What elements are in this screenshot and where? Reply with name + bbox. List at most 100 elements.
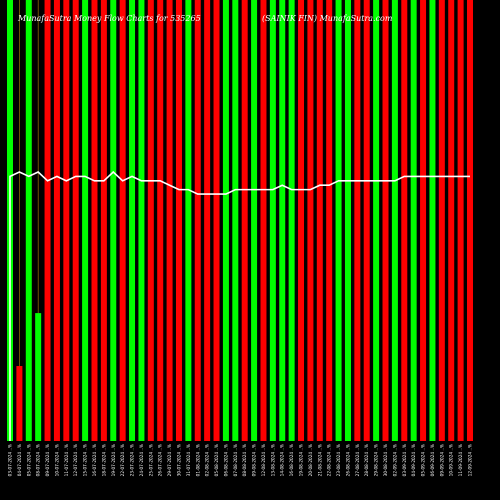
bar-11 bbox=[100, 0, 107, 441]
x-tick-label: 02-08-2024 ..% bbox=[205, 444, 210, 476]
price-line bbox=[9, 170, 470, 441]
x-tick-labels: 03-07-2024 ..% 04-07-2024 ..% 05-07-2024 .… bbox=[8, 444, 473, 476]
x-tick-label: 04-09-2024 ..% bbox=[411, 444, 416, 476]
bar-25 bbox=[232, 0, 239, 441]
x-tick-label: 01-08-2024 ..% bbox=[195, 444, 200, 476]
x-tick-label: 09-07-2024 ..% bbox=[45, 444, 50, 476]
x-tick-label: 10-07-2024 ..% bbox=[54, 444, 59, 476]
bar-36 bbox=[335, 0, 342, 441]
x-tick-label: 30-08-2024 ..% bbox=[383, 444, 388, 476]
x-tick-label: 08-08-2024 ..% bbox=[242, 444, 247, 476]
x-tick-label: 02-09-2024 ..% bbox=[392, 444, 397, 476]
x-tick-label: 11-07-2024 ..% bbox=[64, 444, 69, 476]
x-tick-label: 21-08-2024 ..% bbox=[317, 444, 322, 476]
x-tick-label: 28-08-2024 ..% bbox=[364, 444, 369, 476]
x-tick-label: 27-08-2024 ..% bbox=[355, 444, 360, 476]
x-tick-label: 26-08-2024 ..% bbox=[345, 444, 350, 476]
bar-20 bbox=[185, 0, 192, 441]
bar-34 bbox=[316, 0, 323, 441]
bar-16 bbox=[147, 0, 154, 441]
x-tick-label: 26-07-2024 ..% bbox=[158, 444, 163, 476]
bar-18 bbox=[166, 0, 173, 441]
x-tick-label: 12-07-2024 ..% bbox=[73, 444, 78, 476]
bar-45 bbox=[420, 0, 427, 441]
x-tick-label: 09-09-2024 ..% bbox=[439, 444, 444, 476]
x-tick-label: 16-07-2024 ..% bbox=[92, 444, 97, 476]
bar-31 bbox=[288, 0, 295, 441]
bar-13 bbox=[119, 0, 126, 441]
bar-26 bbox=[241, 0, 248, 441]
x-tick-label: 03-09-2024 ..% bbox=[402, 444, 407, 476]
bar-3 bbox=[25, 0, 32, 441]
bar-43 bbox=[401, 0, 408, 441]
bar-27 bbox=[251, 0, 258, 441]
bar-33 bbox=[307, 0, 314, 441]
x-tick-label: 09-08-2024 ..% bbox=[252, 444, 257, 476]
x-tick-label: 31-07-2024 ..% bbox=[186, 444, 191, 476]
bar-29 bbox=[269, 0, 276, 441]
bar-23 bbox=[213, 0, 220, 441]
x-tick-label: 19-08-2024 ..% bbox=[299, 444, 304, 476]
bar-40 bbox=[373, 0, 380, 441]
chart-title-right: (SAINIK FIN) MunafaSutra.com bbox=[262, 14, 393, 23]
bar-35 bbox=[326, 0, 333, 441]
x-tick-label: 10-09-2024 ..% bbox=[449, 444, 454, 476]
bar-15 bbox=[138, 0, 145, 441]
x-tick-label: 12-08-2024 ..% bbox=[261, 444, 266, 476]
bar-19 bbox=[175, 0, 182, 441]
x-tick-label: 05-07-2024 ..% bbox=[26, 444, 31, 476]
bar-47 bbox=[438, 0, 445, 441]
bar-10 bbox=[91, 0, 98, 441]
bar-7 bbox=[63, 0, 70, 441]
x-tick-label: 25-07-2024 ..% bbox=[148, 444, 153, 476]
x-tick-label: 22-08-2024 ..% bbox=[327, 444, 332, 476]
bar-32 bbox=[298, 0, 305, 441]
bars bbox=[7, 0, 473, 441]
bar-4 bbox=[35, 313, 42, 441]
x-tick-label: 05-09-2024 ..% bbox=[421, 444, 426, 476]
x-tick-label: 20-08-2024 ..% bbox=[308, 444, 313, 476]
bar-37 bbox=[344, 0, 351, 441]
x-tick-label: 30-07-2024 ..% bbox=[176, 444, 181, 476]
x-tick-label: 07-08-2024 ..% bbox=[233, 444, 238, 476]
x-tick-label: 08-07-2024 ..% bbox=[36, 444, 41, 476]
x-tick-label: 11-09-2024 ..% bbox=[458, 444, 463, 476]
bar-30 bbox=[279, 0, 286, 441]
x-tick-label: 06-09-2024 ..% bbox=[430, 444, 435, 476]
bar-24 bbox=[222, 0, 229, 441]
bar-8 bbox=[72, 0, 79, 441]
bar-38 bbox=[354, 0, 361, 441]
bar-42 bbox=[391, 0, 398, 441]
bar-17 bbox=[157, 0, 164, 441]
x-tick-label: 13-08-2024 ..% bbox=[270, 444, 275, 476]
x-tick-label: 06-08-2024 ..% bbox=[223, 444, 228, 476]
x-tick-label: 22-07-2024 ..% bbox=[120, 444, 125, 476]
close-line-path bbox=[9, 170, 470, 441]
bar-5 bbox=[44, 0, 51, 441]
x-tick-label: 23-08-2024 ..% bbox=[336, 444, 341, 476]
bar-46 bbox=[429, 0, 436, 441]
bar-48 bbox=[448, 0, 455, 441]
x-tick-label: 19-07-2024 ..% bbox=[111, 444, 116, 476]
bar-49 bbox=[457, 0, 464, 441]
bar-28 bbox=[260, 0, 267, 441]
bar-6 bbox=[53, 0, 60, 441]
bar-9 bbox=[82, 0, 89, 441]
x-tick-label: 18-07-2024 ..% bbox=[101, 444, 106, 476]
bar-50 bbox=[467, 0, 473, 441]
x-tick-label: 29-08-2024 ..% bbox=[374, 444, 379, 476]
bar-2 bbox=[16, 366, 23, 441]
x-tick-label: 14-08-2024 ..% bbox=[280, 444, 285, 476]
bar-21 bbox=[194, 0, 201, 441]
chart-title-left: MunafaSutra Money Flow Charts for 535265 bbox=[17, 14, 201, 23]
x-tick-label: 29-07-2024 ..% bbox=[167, 444, 172, 476]
bar-41 bbox=[382, 0, 389, 441]
x-tick-label: 12-09-2024 ..% bbox=[468, 444, 473, 476]
x-tick-label: 23-07-2024 ..% bbox=[130, 444, 135, 476]
bar-12 bbox=[110, 0, 117, 441]
x-tick-label: 16-08-2024 ..% bbox=[289, 444, 294, 476]
bar-14 bbox=[129, 0, 136, 441]
bar-22 bbox=[204, 0, 211, 441]
x-tick-label: 15-07-2024 ..% bbox=[83, 444, 88, 476]
